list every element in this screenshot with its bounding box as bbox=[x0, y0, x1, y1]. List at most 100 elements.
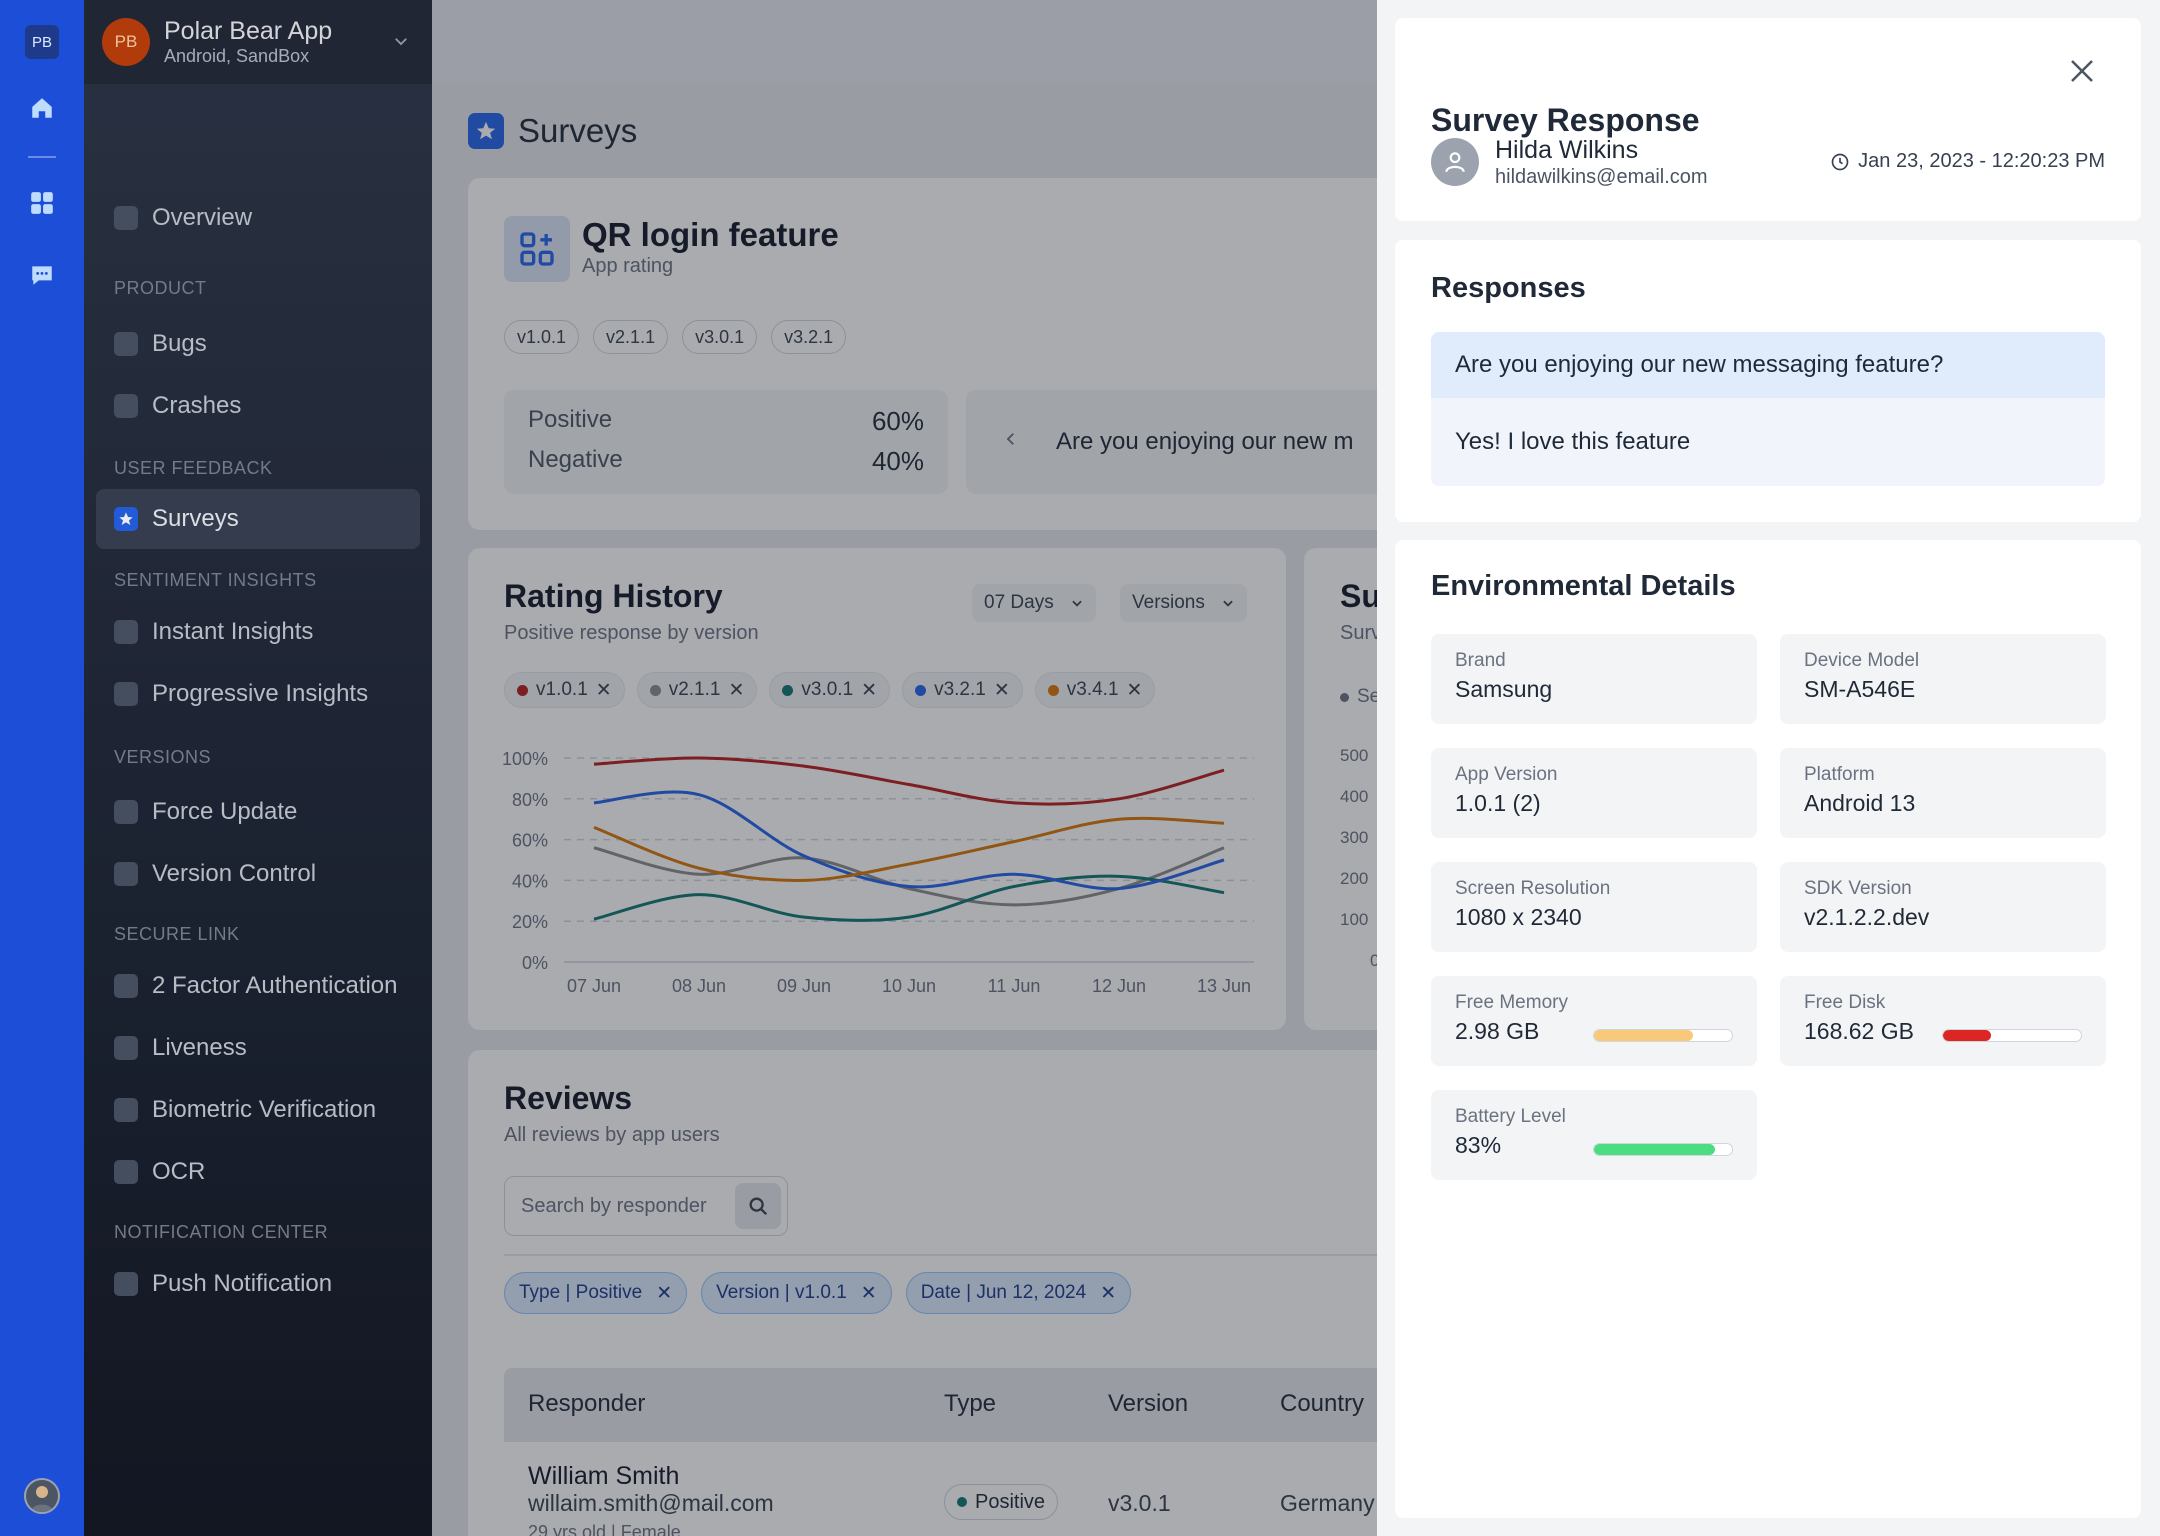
section-secure-link: SECURE LINK bbox=[114, 924, 240, 944]
close-icon[interactable]: ✕ bbox=[861, 679, 878, 701]
column-header-responder[interactable]: Responder bbox=[528, 1390, 646, 1417]
tile-value: SM-A546E bbox=[1804, 676, 1916, 702]
filter-chip-label: Date | Jun 12, 2024 bbox=[920, 1282, 1087, 1303]
y-tick-label: 20% bbox=[512, 912, 548, 932]
close-icon[interactable]: ✕ bbox=[1100, 1282, 1117, 1304]
chat-icon[interactable] bbox=[27, 260, 57, 290]
sidebar-item-ocr[interactable]: OCR bbox=[96, 1142, 420, 1202]
series-line-v3.0.1 bbox=[593, 874, 1225, 922]
section-versions: VERSIONS bbox=[114, 747, 212, 767]
x-tick-label: 09 Jun bbox=[777, 976, 831, 996]
star-icon bbox=[114, 507, 138, 531]
days-dropdown[interactable]: 07 Days bbox=[972, 584, 1096, 622]
search-input[interactable]: Search by responder bbox=[504, 1176, 788, 1236]
responses-title: Responses bbox=[1431, 272, 1586, 304]
legend-chip[interactable]: v3.2.1 ✕ bbox=[902, 672, 1023, 708]
version-chip[interactable]: v3.2.1 bbox=[771, 320, 847, 354]
grid-icon[interactable] bbox=[27, 188, 57, 218]
versions-dropdown[interactable]: Versions bbox=[1120, 584, 1247, 622]
close-icon[interactable]: ✕ bbox=[1126, 679, 1143, 701]
icon-rail: PB bbox=[0, 0, 84, 1536]
legend-dot bbox=[1340, 692, 1349, 702]
close-icon[interactable]: ✕ bbox=[595, 679, 612, 701]
negative-label: Negative bbox=[528, 446, 623, 473]
summary-title: Su bbox=[1340, 578, 1381, 614]
legend-dot bbox=[915, 684, 927, 696]
y-tick-label: 400 bbox=[1340, 787, 1369, 806]
app-switcher[interactable]: PB Polar Bear App Android, SandBox bbox=[84, 0, 432, 84]
rail-divider bbox=[28, 156, 56, 158]
responder-email: willaim.smith@mail.com bbox=[528, 1490, 774, 1516]
legend-chip[interactable]: v1.0.1 ✕ bbox=[504, 672, 625, 708]
reviews-subtitle: All reviews by app users bbox=[504, 1124, 720, 1146]
close-icon[interactable] bbox=[2063, 52, 2101, 90]
rating-history-chart: 100% 80% 60% 40% 20% 0% 07 Jun 08 Jun 09 Jun 10 J… bbox=[502, 749, 1254, 996]
sidebar-item-biometric[interactable]: Biometric Verification bbox=[96, 1080, 420, 1140]
version-chip[interactable]: v2.1.1 bbox=[593, 320, 669, 354]
y-tick-label: 300 bbox=[1340, 828, 1369, 847]
sidebar-item-overview[interactable]: Overview bbox=[96, 188, 420, 248]
y-tick-label: 60% bbox=[512, 831, 548, 851]
sidebar-item-label: OCR bbox=[152, 1158, 206, 1185]
close-icon[interactable]: ✕ bbox=[728, 679, 745, 701]
legend-chip[interactable]: v3.0.1 ✕ bbox=[769, 672, 891, 708]
org-logo[interactable]: PB bbox=[25, 25, 59, 59]
close-icon[interactable]: ✕ bbox=[656, 1282, 673, 1304]
user-avatar[interactable] bbox=[24, 1478, 60, 1514]
divider bbox=[504, 1254, 1904, 1256]
sidebar-item-2fa[interactable]: 2 Factor Authentication bbox=[96, 956, 420, 1016]
positive-label: Positive bbox=[528, 406, 613, 433]
active-filters: Type | Positive ✕ Version | v1.0.1 ✕ Date … bbox=[504, 1272, 1132, 1314]
filter-chip[interactable]: Type | Positive ✕ bbox=[504, 1272, 688, 1314]
sidebar-item-label: Liveness bbox=[152, 1034, 247, 1061]
tile-label: Free Memory bbox=[1455, 992, 1568, 1013]
sidebar-item-force-update[interactable]: Force Update bbox=[96, 782, 420, 842]
sidebar-item-label: Force Update bbox=[152, 798, 298, 825]
legend-dot bbox=[517, 684, 528, 696]
sidebar-item-push-notification[interactable]: Push Notification bbox=[96, 1254, 420, 1314]
version-chip[interactable]: v1.0.1 bbox=[504, 320, 580, 354]
version-chips: v1.0.1 v2.1.1 v3.0.1 v3.2.1 bbox=[504, 320, 847, 354]
chevron-left-icon[interactable] bbox=[1002, 428, 1020, 457]
legend-label: v1.0.1 bbox=[536, 679, 588, 700]
bell-icon bbox=[114, 1272, 138, 1296]
version-chip[interactable]: v3.0.1 bbox=[682, 320, 758, 354]
filter-chip[interactable]: Date | Jun 12, 2024 ✕ bbox=[905, 1272, 1132, 1314]
close-icon[interactable]: ✕ bbox=[993, 679, 1010, 701]
home-icon[interactable] bbox=[27, 93, 57, 123]
column-header-version[interactable]: Version bbox=[1108, 1390, 1189, 1417]
legend-chip[interactable]: v3.4.1 ✕ bbox=[1034, 672, 1156, 708]
legend-dot bbox=[649, 684, 661, 696]
sidebar-item-instant-insights[interactable]: Instant Insights bbox=[96, 602, 420, 662]
tile-label: SDK Version bbox=[1804, 878, 1912, 899]
page-title-text: Surveys bbox=[518, 112, 638, 149]
sidebar-item-label: Crashes bbox=[152, 392, 242, 419]
status-badge-label: Positive bbox=[975, 1490, 1046, 1513]
tile-label: Device Model bbox=[1804, 650, 1920, 671]
close-icon[interactable]: ✕ bbox=[860, 1282, 877, 1304]
search-icon[interactable] bbox=[735, 1183, 781, 1229]
table-row[interactable]: William Smith willaim.smith@mail.com 29 … bbox=[504, 1442, 1904, 1536]
env-tile-brand: Brand Samsung bbox=[1431, 634, 1757, 724]
disk-progress-bar bbox=[1942, 1029, 2082, 1042]
y-tick-label: 100% bbox=[502, 749, 548, 769]
sidebar-item-crashes[interactable]: Crashes bbox=[96, 376, 420, 436]
column-header-country[interactable]: Country bbox=[1280, 1390, 1365, 1417]
sidebar-item-bugs[interactable]: Bugs bbox=[96, 314, 420, 374]
legend-chip[interactable]: v2.1.1 ✕ bbox=[636, 672, 758, 708]
filter-chip[interactable]: Version | v1.0.1 ✕ bbox=[701, 1272, 892, 1314]
positive-value: 60% bbox=[871, 406, 924, 436]
sidebar-item-liveness[interactable]: Liveness bbox=[96, 1018, 420, 1078]
environmental-details-card: Environmental Details Brand Samsung Devi… bbox=[1395, 540, 2141, 1518]
sidebar-item-version-control[interactable]: Version Control bbox=[96, 844, 420, 904]
series-line-v3.2.1 bbox=[593, 790, 1225, 891]
chevron-down-icon[interactable] bbox=[392, 32, 410, 55]
y-tick-label: 0% bbox=[522, 953, 548, 973]
sidebar-item-surveys[interactable]: Surveys bbox=[96, 489, 420, 549]
sidebar-item-label: Instant Insights bbox=[152, 618, 314, 645]
page-title: Surveys bbox=[468, 112, 637, 150]
column-header-type[interactable]: Type bbox=[944, 1390, 997, 1417]
sidebar-item-progressive-insights[interactable]: Progressive Insights bbox=[96, 664, 420, 724]
sidebar-dim bbox=[84, 0, 432, 1536]
env-tile-free-disk: Free Disk 168.62 GB bbox=[1780, 976, 2106, 1066]
